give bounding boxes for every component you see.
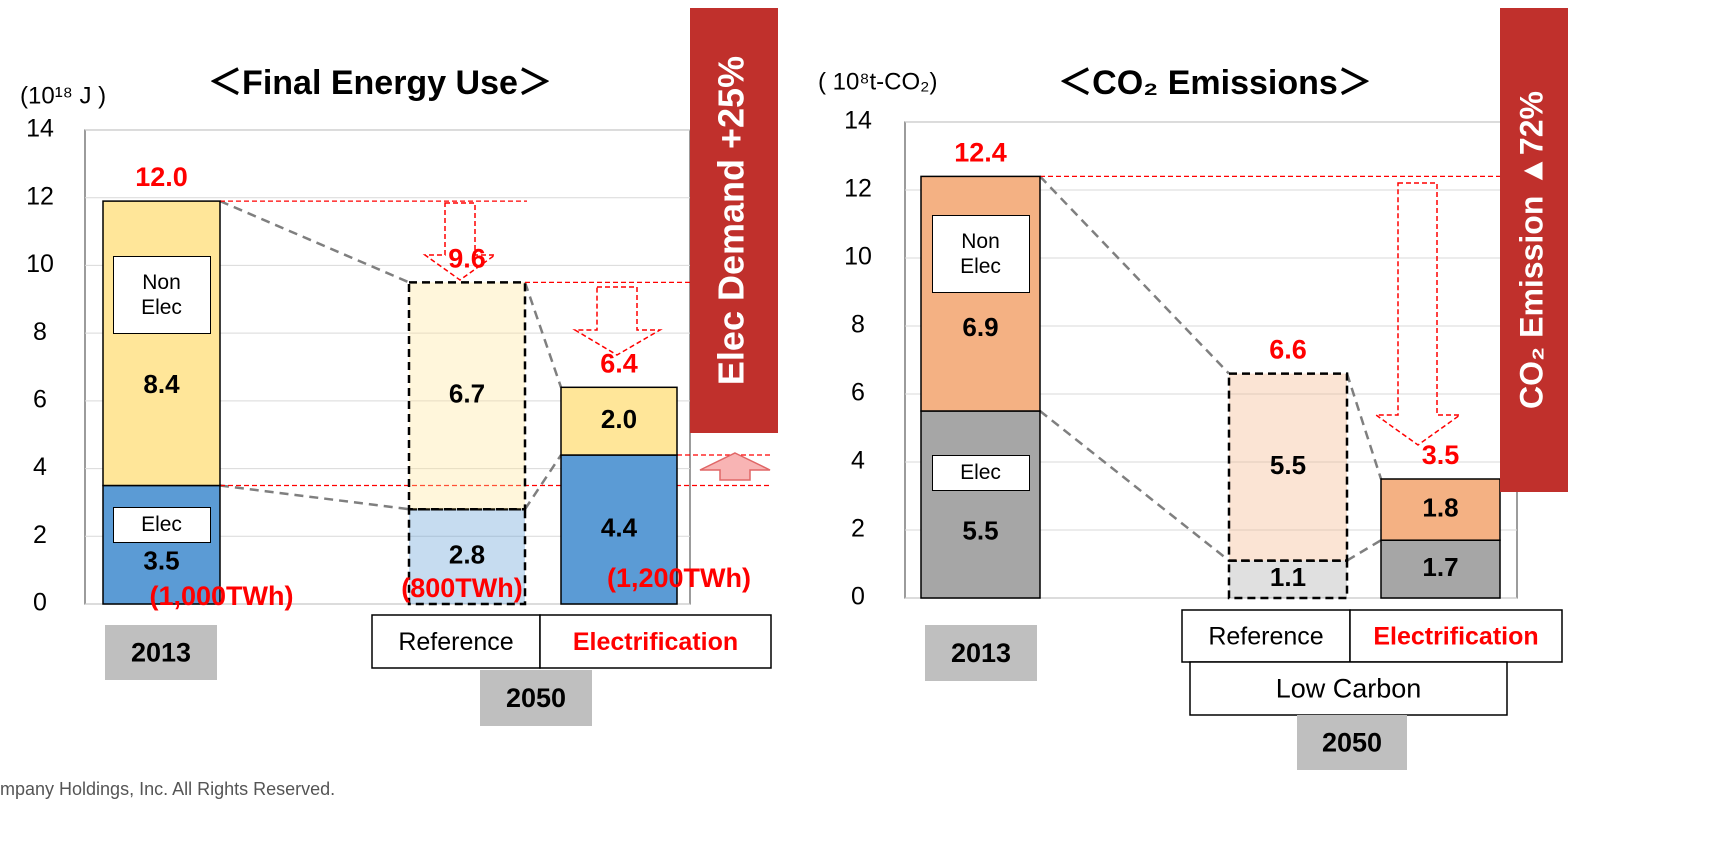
x-tick-label: Electrification [1373, 623, 1538, 651]
x-tick-label: Reference [1208, 623, 1323, 651]
total-label: 9.6 [448, 243, 486, 273]
category-note: (1,000TWh) [149, 581, 293, 611]
category-box [105, 625, 217, 680]
y-tick-label: 0 [851, 583, 865, 611]
chart-title: ＜CO₂ Emissions＞ [1058, 64, 1372, 102]
total-label: 12.4 [954, 138, 1007, 168]
down-arrow [572, 286, 663, 356]
connector [523, 454, 563, 510]
group-box [480, 670, 592, 726]
chart-title: ＜Final Energy Use＞ [208, 64, 552, 102]
legend-entry: Elec [931, 454, 1030, 491]
y-tick-label: 12 [26, 182, 54, 210]
unit-label: ( 10⁸t-CO₂) [818, 68, 937, 95]
group-label: Low Carbon [1276, 674, 1422, 704]
connector [1345, 373, 1383, 480]
bar-segment [1380, 539, 1501, 599]
legend-box: Non Elec [931, 214, 1030, 293]
group-box [1189, 661, 1508, 716]
up-arrow [699, 452, 771, 481]
legend-entry: Non Elec [931, 214, 1030, 293]
y-tick-label: 2 [33, 521, 47, 549]
bar-segment [1227, 559, 1349, 600]
callout: Elec Demand +25% [711, 56, 752, 385]
value-label: 5.5 [962, 515, 998, 545]
legend-entry: Non Elec [112, 255, 211, 334]
value-label: 1.7 [1422, 552, 1458, 582]
bar-segment [102, 200, 221, 487]
value-label: 2.0 [601, 404, 637, 434]
footer: mpany Holdings, Inc. All Rights Reserved… [0, 779, 335, 799]
connector [523, 281, 563, 388]
legend-box: Elec [931, 454, 1030, 491]
connector [1039, 175, 1230, 375]
category-box [539, 614, 772, 669]
total-label: 12.0 [135, 162, 188, 192]
y-tick-label: 4 [851, 447, 865, 475]
x-tick-label: 2013 [131, 638, 191, 668]
group-box [1297, 715, 1407, 770]
value-label: 1.1 [1270, 562, 1306, 592]
category-note: (800TWh) [401, 573, 523, 603]
y-tick-label: 10 [26, 250, 54, 278]
connector [219, 199, 410, 284]
total-label: 6.6 [1269, 335, 1307, 365]
unit-label: (10¹⁸ J ) [20, 82, 106, 109]
bar-segment [560, 386, 678, 456]
bar-segment [920, 410, 1041, 599]
value-label: 1.8 [1422, 492, 1458, 522]
callout-box [690, 8, 778, 433]
bar-segment [560, 454, 678, 605]
value-label: 3.5 [143, 545, 179, 575]
y-tick-label: 2 [851, 515, 865, 543]
value-label: 5.5 [1270, 450, 1306, 480]
y-tick-label: 14 [26, 115, 54, 143]
y-tick-label: 10 [844, 243, 872, 271]
group-label: 2050 [506, 683, 566, 713]
bar-segment [920, 175, 1041, 412]
legend-box: Non Elec [112, 255, 211, 334]
connector [1039, 410, 1230, 562]
decorations [422, 182, 1463, 481]
callout-box [1500, 8, 1568, 492]
value-label: 8.4 [143, 369, 180, 399]
legend-entry: Elec [112, 506, 211, 543]
y-tick-label: 8 [851, 311, 865, 339]
bar-segment [407, 281, 527, 511]
bar-segment [407, 507, 527, 606]
total-label: 3.5 [1422, 440, 1460, 470]
value-label: 6.7 [449, 379, 485, 409]
legend-box: Elec [112, 506, 211, 543]
x-tick-label: Electrification [573, 628, 738, 656]
bar-segment [1227, 372, 1349, 562]
down-arrow [422, 202, 498, 281]
value-label: 2.8 [449, 539, 485, 569]
y-tick-label: 6 [33, 385, 47, 413]
y-tick-label: 4 [33, 453, 47, 481]
y-tick-label: 0 [33, 589, 47, 617]
bar-segment [1380, 478, 1501, 541]
group-label: 2050 [1322, 728, 1382, 758]
callout: CO₂ Emission ▲72% [1513, 91, 1549, 409]
connector [1346, 539, 1382, 562]
value-label: 6.9 [962, 312, 998, 342]
value-label: 4.4 [601, 512, 638, 542]
x-tick-label: 2013 [951, 638, 1011, 668]
category-note: (1,200TWh) [607, 563, 751, 593]
x-tick-label: Reference [398, 628, 513, 656]
y-tick-label: 14 [844, 107, 872, 135]
y-tick-label: 12 [844, 175, 872, 203]
connector [219, 484, 410, 511]
category-box [925, 625, 1037, 681]
y-tick-label: 6 [851, 379, 865, 407]
total-label: 6.4 [600, 348, 638, 378]
y-tick-label: 8 [33, 318, 47, 346]
